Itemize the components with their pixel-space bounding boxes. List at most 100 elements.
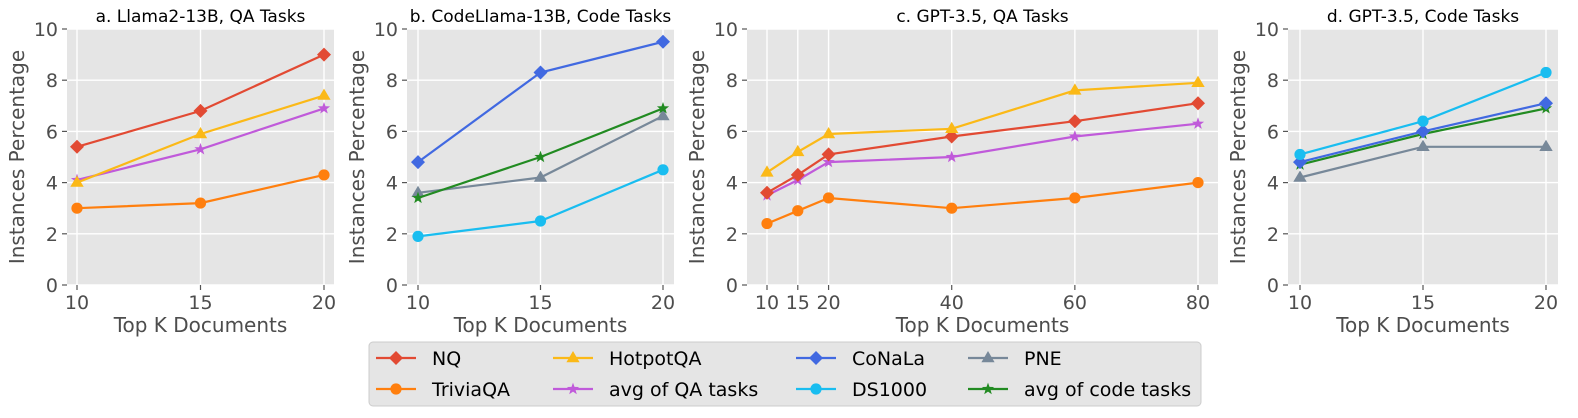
data-point — [70, 175, 84, 187]
y-tick-label: 0 — [46, 275, 58, 297]
data-point — [1068, 83, 1082, 95]
x-tick-label: 10 — [406, 292, 430, 314]
legend-label: DS1000 — [852, 379, 927, 401]
data-point — [1539, 139, 1553, 151]
data-point — [1192, 177, 1204, 189]
data-point — [533, 65, 548, 80]
data-point — [317, 47, 331, 62]
y-tick-label: 6 — [1267, 121, 1279, 143]
data-point — [760, 165, 774, 177]
data-point — [534, 150, 547, 163]
panel-2: 0 2 4 6 8 10 10 15 20 b. CodeLlama-13B, Code Task… — [345, 7, 675, 337]
legend-item-avg-of-qa-tasks: avg of QA tasks — [553, 379, 758, 401]
data-point — [1191, 96, 1205, 111]
y-tick-label: 0 — [726, 275, 738, 297]
panel-title: a. Llama2-13B, QA Tasks — [96, 7, 306, 27]
data-point — [945, 121, 959, 133]
y-tick-label: 10 — [374, 19, 398, 41]
x-tick-label: 20 — [1534, 292, 1558, 314]
data-point — [792, 205, 804, 217]
data-point — [822, 155, 835, 168]
panel-3: 0 2 4 6 8 10 10 15 20 40 60 80 c. GPT-3.5, QA Tasks T… — [685, 7, 1218, 337]
series-conala — [411, 34, 670, 170]
legend-marker — [810, 383, 822, 395]
data-point — [791, 144, 805, 157]
panel-title: b. CodeLlama-13B, Code Tasks — [410, 7, 672, 27]
legend-label: avg of QA tasks — [609, 379, 758, 401]
data-point — [821, 127, 836, 139]
data-point — [946, 202, 958, 214]
data-point — [317, 88, 331, 100]
legend-label: HotpotQA — [609, 348, 701, 370]
series-nq — [70, 47, 331, 154]
legend: NQ TriviaQA HotpotQA avg of QA tasks CoNaLa D… — [368, 341, 1202, 407]
series-hotpotqa — [760, 75, 1205, 177]
y-tick-label: 8 — [1267, 70, 1279, 92]
data-point — [657, 164, 669, 176]
data-point — [945, 150, 958, 163]
data-point — [194, 142, 207, 155]
x-axis-label: Top K Documents — [113, 313, 288, 337]
data-point — [1068, 130, 1081, 142]
panel-4: 0 2 4 6 8 10 10 15 20 d. GPT-3.5, Code Tasks Top K… — [1226, 7, 1558, 337]
legend-label: NQ — [432, 348, 461, 370]
y-axis-label: Instances Percentage — [1226, 50, 1250, 264]
y-tick-label: 4 — [1267, 173, 1279, 195]
y-tick-label: 2 — [46, 224, 58, 246]
data-point — [760, 185, 774, 200]
x-axis-label: Top K Documents — [895, 313, 1070, 337]
x-tick-label: 20 — [816, 292, 840, 314]
data-point — [533, 170, 548, 182]
data-point — [1293, 170, 1307, 182]
y-tick-label: 8 — [386, 70, 398, 92]
y-tick-label: 8 — [46, 70, 58, 92]
data-point — [411, 191, 425, 204]
y-tick-label: 2 — [726, 224, 738, 246]
x-tick-label: 15 — [188, 292, 212, 314]
data-point — [70, 139, 84, 154]
x-tick-label: 60 — [1063, 292, 1087, 314]
series-pne — [1293, 139, 1553, 182]
legend-marker — [566, 382, 580, 395]
data-point — [71, 202, 83, 214]
legend-marker — [390, 383, 402, 395]
y-tick-label: 4 — [386, 173, 398, 195]
series-line — [766, 102, 1199, 194]
x-tick-label: 15 — [786, 292, 810, 314]
legend-item-pne: PNE — [968, 348, 1062, 370]
legend-marker — [566, 351, 580, 363]
data-point — [761, 217, 773, 230]
data-point — [821, 147, 836, 162]
series-ds1000 — [1294, 66, 1552, 161]
panel-title: d. GPT-3.5, Code Tasks — [1327, 7, 1519, 27]
data-point — [1191, 75, 1205, 87]
x-tick-label: 40 — [940, 292, 964, 314]
y-tick-label: 6 — [46, 121, 58, 143]
y-tick-label: 0 — [386, 275, 398, 297]
data-point — [1069, 192, 1081, 204]
series-pne — [411, 109, 670, 197]
x-tick-label: 15 — [1411, 292, 1435, 314]
x-tick-label: 10 — [1288, 292, 1312, 314]
x-tick-label: 80 — [1186, 292, 1210, 314]
x-tick-label: 20 — [312, 292, 336, 314]
plot-area — [747, 29, 1218, 285]
series-conala — [1293, 96, 1553, 170]
x-tick-label: 10 — [755, 292, 779, 314]
y-tick-label: 2 — [1267, 224, 1279, 246]
data-point — [1416, 139, 1430, 151]
y-tick-label: 6 — [726, 121, 738, 143]
data-point — [534, 215, 547, 227]
legend-marker — [389, 351, 403, 365]
data-point — [656, 102, 670, 114]
series-line — [766, 122, 1199, 197]
legend-marker — [981, 351, 995, 363]
panel-1: 0 2 4 6 8 10 10 15 20 a. Llama2-13B, QA Tasks Top … — [5, 7, 336, 337]
y-tick-label: 8 — [726, 70, 738, 92]
legend-item-ds1000: DS1000 — [796, 379, 927, 401]
y-tick-label: 10 — [34, 19, 58, 41]
series-hotpotqa — [70, 88, 331, 187]
series-avg-of-code-tasks — [411, 102, 670, 204]
series-triviaqa — [71, 169, 330, 214]
